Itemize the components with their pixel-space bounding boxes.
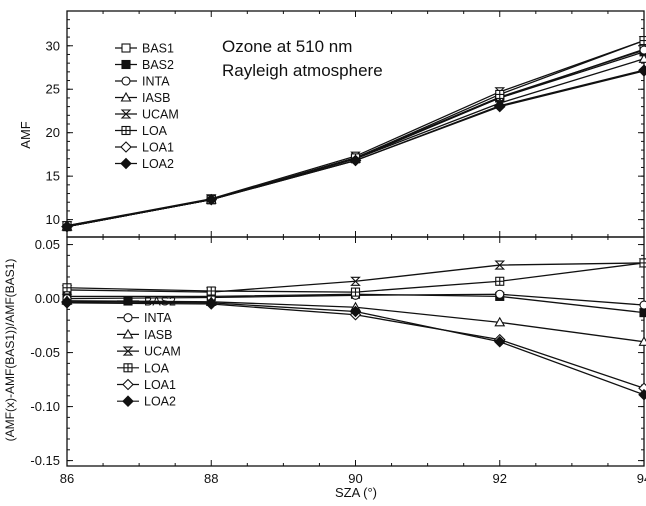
- bottom-x-tick-label: 86: [60, 471, 74, 486]
- bottom-y-tick-label: -0.10: [30, 399, 60, 414]
- axis-labels: AMF (AMF(x)-AMF(BAS1))/AMF(BAS1) SZA (°)…: [3, 37, 383, 500]
- top-legend-marker-inta-shape: [122, 77, 130, 85]
- bottom-legend-label-bas2: BAS2: [144, 295, 176, 309]
- top-point-inta-shape: [640, 46, 646, 54]
- bottom-point-loa: [352, 288, 360, 296]
- top-legend-label-bas2: BAS2: [142, 58, 174, 72]
- top-point-loa: [496, 90, 504, 98]
- bottom-legend-marker-loa2: [123, 396, 133, 406]
- bottom-legend-label-loa: LOA: [144, 361, 170, 375]
- bottom-point-loa: [207, 287, 215, 295]
- bottom-y-tick-label: 0.00: [35, 291, 60, 306]
- bottom-legend: BAS2 INTA IASB UCAM LOA LOA1 LOA2: [117, 295, 181, 409]
- top-legend-label-inta: INTA: [142, 75, 170, 89]
- bottom-point-inta: [640, 301, 646, 309]
- bottom-legend-marker-loa1: [123, 380, 133, 390]
- top-y-tick-label: 20: [46, 125, 60, 140]
- bottom-point-loa2-shape: [639, 390, 646, 400]
- top-point-inta: [640, 46, 646, 54]
- bottom-y-tick-label: -0.05: [30, 345, 60, 360]
- bottom-x-tick-label: 94: [637, 471, 646, 486]
- bottom-x-tick-label: 92: [493, 471, 507, 486]
- bottom-point-bas2-shape: [640, 309, 646, 317]
- bottom-point-bas2: [640, 309, 646, 317]
- top-point-loa: [640, 37, 646, 45]
- top-legend-label-iasb: IASB: [142, 91, 171, 105]
- top-y-axis-label: AMF: [18, 121, 33, 149]
- top-legend-label-loa: LOA: [142, 124, 168, 138]
- x-axis-label: SZA (°): [335, 485, 377, 500]
- top-legend-marker-bas1-shape: [122, 44, 130, 52]
- top-legend-marker-bas2: [122, 61, 130, 69]
- bottom-point-inta-shape: [640, 301, 646, 309]
- top-legend-marker-bas1: [122, 44, 130, 52]
- bottom-point-inta-shape: [496, 290, 504, 298]
- top-point-loa2-shape: [495, 102, 505, 112]
- bottom-legend-marker-inta: [124, 314, 132, 322]
- bottom-legend-marker-loa1-shape: [123, 380, 133, 390]
- bottom-y-tick-label: 0.05: [35, 237, 60, 252]
- bottom-legend-marker-loa2-shape: [123, 396, 133, 406]
- top-legend-marker-inta: [122, 77, 130, 85]
- bottom-point-loa: [640, 259, 646, 267]
- top-legend-label-loa1: LOA1: [142, 141, 174, 155]
- top-y-tick-label: 10: [46, 212, 60, 227]
- top-y-tick-label: 15: [46, 169, 60, 184]
- chart-subtitle: Rayleigh atmosphere: [222, 61, 383, 80]
- top-point-loa2: [639, 66, 646, 76]
- top-legend-marker-loa2-shape: [121, 159, 131, 169]
- bottom-point-inta: [496, 290, 504, 298]
- top-legend-label-bas1: BAS1: [142, 42, 174, 56]
- bottom-legend-marker-inta-shape: [124, 314, 132, 322]
- top-y-tick-label: 25: [46, 82, 60, 97]
- top-legend-marker-loa1-shape: [121, 142, 131, 152]
- top-y-tick-label: 30: [46, 38, 60, 53]
- bottom-legend-label-inta: INTA: [144, 311, 172, 325]
- bottom-x-tick-label: 88: [204, 471, 218, 486]
- top-legend-marker-loa: [122, 127, 130, 135]
- bottom-x-tick-label: 90: [348, 471, 362, 486]
- top-legend-marker-bas2-shape: [122, 61, 130, 69]
- bottom-legend-label-loa2: LOA2: [144, 395, 176, 409]
- bottom-point-loa: [63, 284, 71, 292]
- chart-title: Ozone at 510 nm: [222, 37, 352, 56]
- top-legend-label-loa2: LOA2: [142, 157, 174, 171]
- top-legend: BAS1 BAS2 INTA IASB UCAM LOA LOA1 LOA2: [115, 42, 179, 172]
- top-point-loa2-shape: [639, 66, 646, 76]
- bottom-legend-label-loa1: LOA1: [144, 378, 176, 392]
- bottom-point-loa: [496, 277, 504, 285]
- top-legend-label-ucam: UCAM: [142, 108, 179, 122]
- bottom-y-axis-label: (AMF(x)-AMF(BAS1))/AMF(BAS1): [3, 259, 17, 442]
- bottom-y-tick-label: -0.15: [30, 453, 60, 468]
- bottom-legend-label-iasb: IASB: [144, 328, 173, 342]
- bottom-legend-marker-bas2-shape: [124, 297, 132, 305]
- bottom-legend-label-ucam: UCAM: [144, 345, 181, 359]
- bottom-legend-marker-loa: [124, 364, 132, 372]
- top-legend-marker-loa1: [121, 142, 131, 152]
- bottom-point-loa2: [639, 390, 646, 400]
- bottom-legend-marker-bas2: [124, 297, 132, 305]
- top-point-loa2: [495, 102, 505, 112]
- top-legend-marker-loa2: [121, 159, 131, 169]
